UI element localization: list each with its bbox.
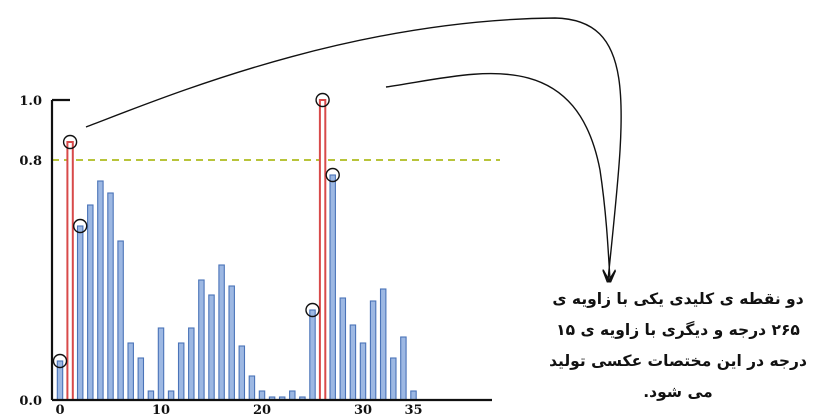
- bar: [248, 375, 256, 401]
- bar: [359, 342, 367, 401]
- y-tick-label: 1.0: [19, 94, 42, 109]
- bar: [309, 309, 316, 401]
- peak-circle: [305, 302, 320, 318]
- highlighted-bar: [318, 99, 327, 401]
- bar: [157, 327, 165, 401]
- bar: [76, 225, 84, 401]
- bar: [289, 390, 296, 401]
- y-tick-label: 0.0: [19, 394, 42, 409]
- bar: [218, 264, 225, 401]
- caption-text: دو نقطه ی کلیدی یکی با زاویه ی ۲۶۵ درجه …: [528, 284, 828, 408]
- annotation-arrow-peak-1: [85, 17, 622, 280]
- caption-line: دو نقطه ی کلیدی یکی با زاویه ی: [552, 290, 804, 308]
- caption-line: درجه در این مختصات عکسی تولید: [549, 352, 807, 370]
- bar: [369, 300, 377, 401]
- bar: [87, 204, 94, 401]
- bar: [167, 390, 175, 401]
- annotation-arrow-peak-2: [385, 72, 610, 280]
- bar: [208, 294, 215, 401]
- x-tick-label: 20: [253, 403, 271, 418]
- bar: [107, 192, 114, 401]
- bar: [390, 357, 397, 401]
- bar: [400, 336, 407, 401]
- peak-circle: [72, 218, 88, 234]
- bar: [198, 279, 205, 401]
- bar: [349, 324, 357, 401]
- peak-circle: [315, 92, 330, 108]
- y-tick-label: 0.8: [19, 154, 42, 169]
- peak-circle: [52, 353, 68, 369]
- bar: [410, 390, 417, 401]
- x-tick-label: 10: [152, 403, 170, 418]
- bar: [339, 297, 347, 401]
- bar: [329, 174, 336, 401]
- caption-line: می شود.: [643, 383, 713, 401]
- bar: [147, 390, 155, 401]
- bar: [117, 240, 124, 401]
- highlighted-bar: [66, 141, 74, 401]
- caption-line: ۲۶۵ درجه و دیگری با زاویه ی ۱۵: [556, 321, 800, 339]
- bar: [177, 342, 185, 401]
- x-tick-label: 35: [404, 403, 422, 418]
- bar: [238, 345, 246, 401]
- x-tick-label: 0: [55, 403, 64, 418]
- bar: [258, 390, 266, 401]
- x-tick-label: 30: [354, 403, 372, 418]
- peak-circle: [62, 134, 78, 150]
- peak-circle: [325, 167, 340, 183]
- bar: [379, 288, 387, 401]
- bar: [127, 342, 134, 401]
- bar: [97, 180, 104, 401]
- bar: [137, 357, 145, 401]
- bar: [228, 285, 235, 401]
- bar: [188, 327, 195, 401]
